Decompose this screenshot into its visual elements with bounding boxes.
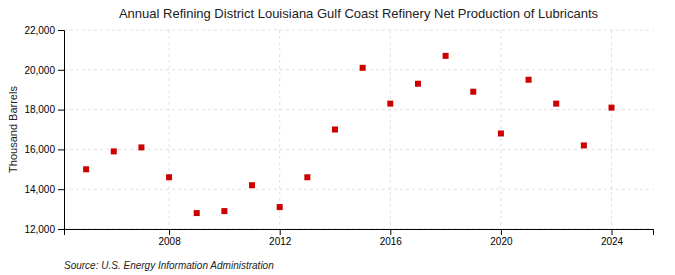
tick-label: 2016 (380, 236, 403, 247)
point (166, 174, 172, 180)
point (332, 127, 338, 133)
tick-mark (58, 70, 64, 71)
tick-label: 16,000 (24, 144, 55, 155)
tick-mark (280, 229, 281, 235)
point (277, 204, 283, 210)
tick: 20,000 (24, 65, 64, 76)
tick-mark (612, 229, 613, 235)
tick-label: 2008 (158, 236, 181, 247)
tick-label: 20,000 (24, 65, 55, 76)
tick-mark (501, 229, 502, 235)
tick-label: 12,000 (24, 224, 55, 235)
grid-line (611, 30, 612, 229)
tick: 22,000 (24, 25, 64, 36)
tick-label: 14,000 (24, 184, 55, 195)
tick: 12,000 (24, 224, 64, 235)
tick-mark (169, 229, 170, 235)
grid-line (64, 30, 653, 31)
tick-mark (58, 30, 64, 31)
y-axis-title: Thousand Barrels (7, 86, 19, 173)
grid-line (64, 149, 653, 150)
tick-mark (58, 229, 64, 230)
tick: 2008 (158, 229, 181, 247)
tick: 14,000 (24, 184, 64, 195)
point (553, 101, 559, 107)
point (387, 101, 393, 107)
grid-line (169, 30, 170, 229)
point (526, 77, 532, 83)
point (249, 182, 255, 188)
point (221, 208, 227, 214)
grid-line (64, 109, 653, 110)
tick-label: 2012 (269, 236, 292, 247)
tick: 2012 (269, 229, 292, 247)
axis-line (58, 31, 65, 230)
tick-mark (58, 110, 64, 111)
tick-mark (58, 189, 64, 190)
tick: 16,000 (24, 144, 64, 155)
point (138, 144, 144, 150)
tick-label: 22,000 (24, 25, 55, 36)
point (609, 105, 615, 111)
tick: 2024 (601, 229, 624, 247)
axis-line (65, 230, 654, 236)
source: Source: U.S. Energy Information Administ… (64, 260, 274, 271)
point (581, 142, 587, 148)
grid-line (279, 30, 280, 229)
grid-line (64, 189, 653, 190)
point (111, 148, 117, 154)
point (415, 81, 421, 87)
points (83, 53, 614, 216)
grid-line (390, 30, 391, 229)
grid-line (64, 69, 653, 70)
tick: 2020 (490, 229, 513, 247)
tick-label: 2024 (601, 236, 624, 247)
point (194, 210, 200, 216)
plot: 2008 2012 2016 2020 2024 12,000 14,000 16,000 18… (24, 25, 653, 247)
point (304, 174, 310, 180)
y-axis: 12,000 14,000 16,000 18,000 20,000 22,000 (24, 25, 64, 235)
tick-mark (390, 229, 391, 235)
point (83, 166, 89, 172)
x-axis: 2008 2012 2016 2020 2024 (65, 229, 654, 247)
title: Annual Refining District Louisiana Gulf … (119, 6, 599, 21)
point (443, 53, 449, 59)
grid (64, 30, 653, 229)
tick-mark (58, 149, 64, 150)
point (470, 89, 476, 95)
point (360, 65, 366, 71)
chart: 2008 2012 2016 2020 2024 12,000 14,000 16,000 18… (0, 0, 675, 275)
tick-label: 2020 (490, 236, 513, 247)
grid-line (500, 30, 501, 229)
point (498, 130, 504, 136)
tick-label: 18,000 (24, 104, 55, 115)
tick: 18,000 (24, 104, 64, 115)
tick: 2016 (380, 229, 403, 247)
